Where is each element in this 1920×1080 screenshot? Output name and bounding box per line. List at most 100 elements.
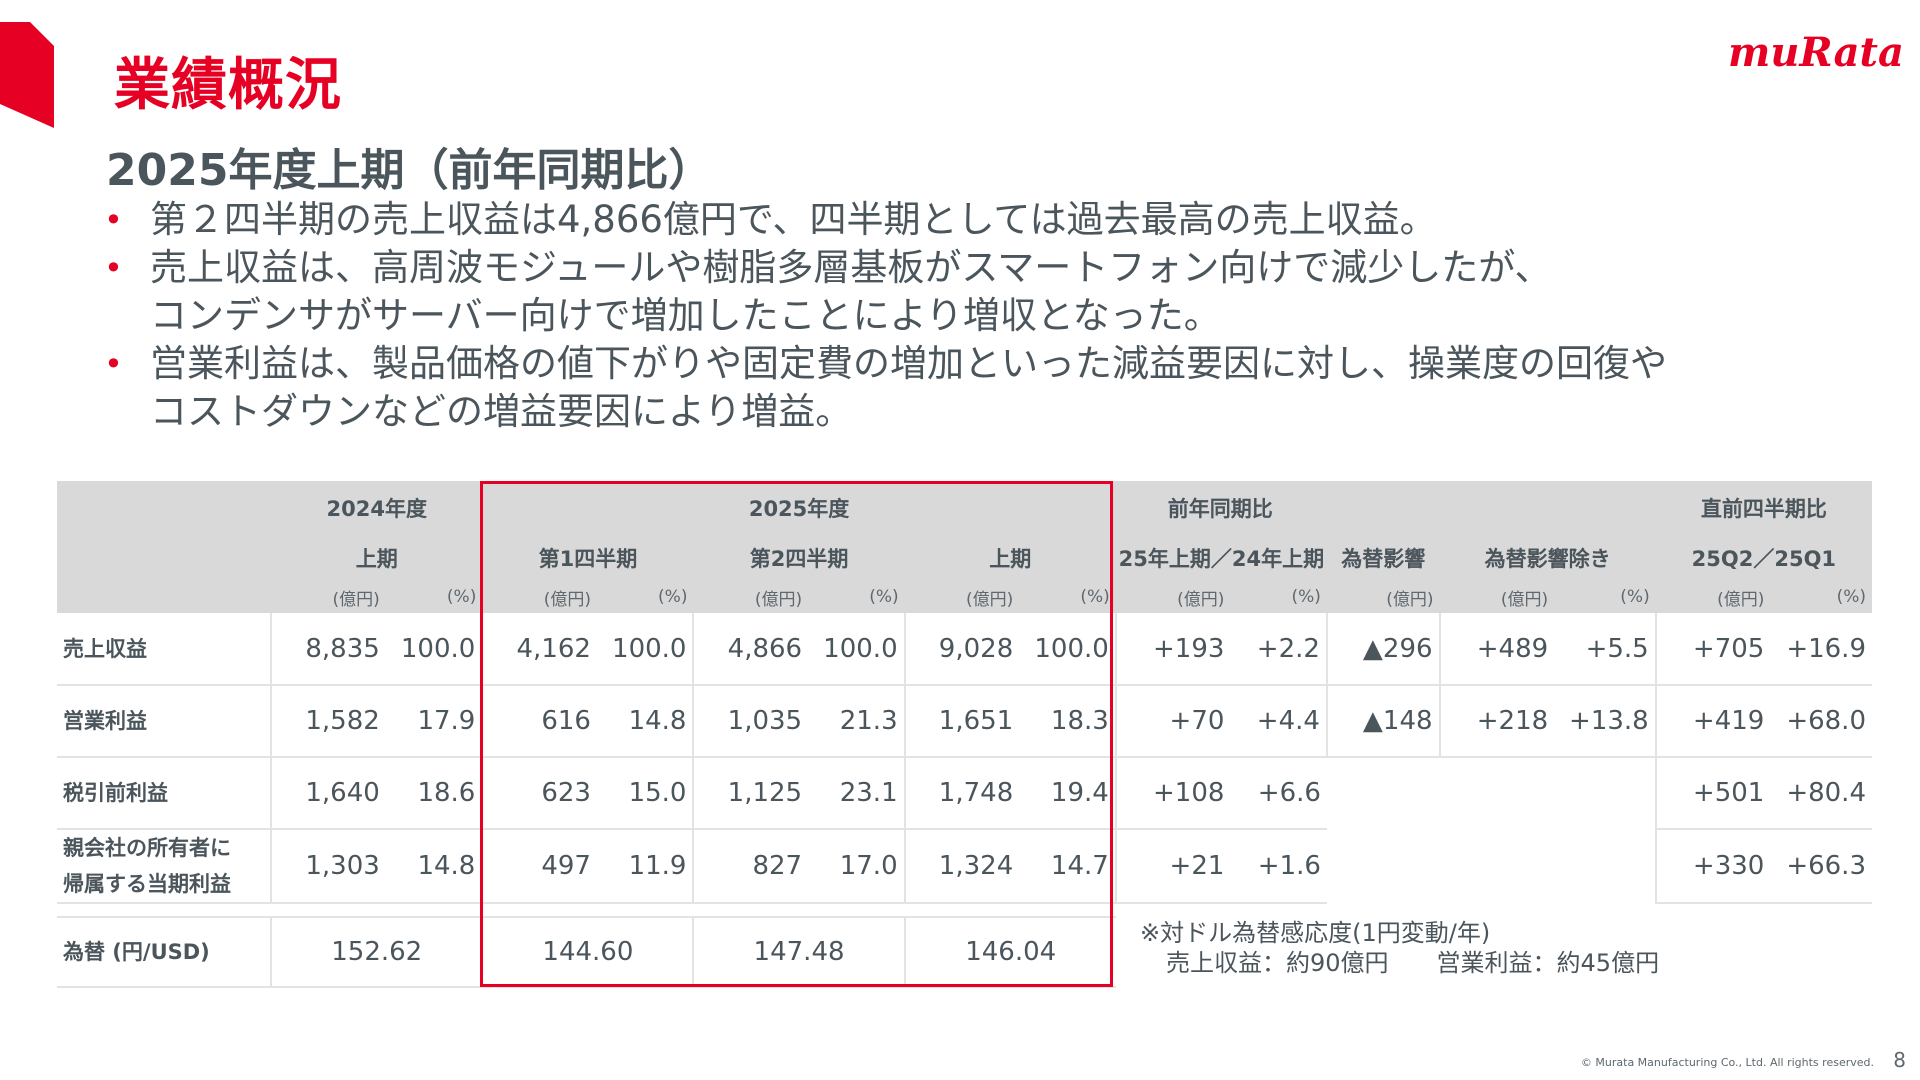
header-yoy-sub: 25年上期／24年上期 <box>1115 535 1327 581</box>
svg-text:muRata: muRata <box>1728 29 1904 74</box>
table-cell: 8,835 <box>270 613 386 686</box>
table-header-row: 2024年度 2025年度 前年同期比 直前四半期比 <box>57 481 1872 581</box>
table-cell: 616 <box>481 685 597 758</box>
fx-sensitivity-note: ※対ドル為替感応度(1円変動/年) 売上収益：約90億円 営業利益：約45億円 <box>1140 918 1659 978</box>
header-q1: 第1四半期 <box>482 535 694 581</box>
table-cell: +13.8 <box>1554 685 1656 758</box>
table-cell: +80.4 <box>1770 757 1872 830</box>
bullet-text: 売上収益は、高周波モジュールや樹脂多層基板がスマートフォン向けで減少したが、 <box>150 246 1552 289</box>
table-cell: 14.8 <box>596 685 694 758</box>
table-cell: +21 <box>1114 829 1231 904</box>
fx-value-2024-h1: 152.62 <box>270 917 483 988</box>
header-yoy: 前年同期比 <box>1115 481 1327 535</box>
header-corner-cell <box>57 481 272 581</box>
table-cell: +1.6 <box>1230 829 1327 904</box>
table-row: 税引前利益 1,640 18.6 623 15.0 1,125 23.1 1,7… <box>57 757 1872 830</box>
unit-pct: (%) <box>385 581 483 613</box>
bullet-dot-icon: • <box>104 249 123 287</box>
row-label-line: 親会社の所有者に <box>63 836 231 860</box>
bullet-text: 営業利益は、製品価格の値下がりや固定費の増加といった減益要因に対し、操業度の回復… <box>150 342 1667 385</box>
page-title: 業績概況 <box>114 53 342 118</box>
table-cell: +705 <box>1654 613 1771 686</box>
murata-logo: muRata <box>1728 29 1904 74</box>
empty-cell <box>1327 829 1656 903</box>
row-label: 親会社の所有者に 帰属する当期利益 <box>57 829 272 904</box>
header-yoy-blank <box>1326 481 1656 535</box>
table-cell: 4,162 <box>481 613 597 686</box>
table-cell: ▲148 <box>1325 685 1440 758</box>
bullet-text: コンデンサがサーバー向けで増加したことにより増収となった。 <box>150 294 1221 337</box>
bullet-dot-icon: • <box>104 201 123 239</box>
table-cell: 1,582 <box>270 685 386 758</box>
table-cell: 1,303 <box>270 829 386 904</box>
unit-amount: (億円) <box>1115 581 1231 613</box>
table-cell: +501 <box>1654 757 1771 830</box>
unit-amount: (億円) <box>1439 581 1555 613</box>
fx-row-label: 為替 (円/USD) <box>57 917 272 988</box>
header-ex-fx: 為替影響除き <box>1439 535 1656 581</box>
table-row: 営業利益 1,582 17.9 616 14.8 1,035 21.3 1,65… <box>57 685 1872 758</box>
unit-pct: (%) <box>808 581 905 613</box>
table-cell: 1,640 <box>270 757 386 830</box>
bullet-item: • 営業利益は、製品価格の値下がりや固定費の増加といった減益要因に対し、操業度の… <box>100 340 1860 436</box>
unit-amount: (億円) <box>693 581 809 613</box>
unit-pct: (%) <box>1230 581 1327 613</box>
table-cell: 1,748 <box>903 757 1020 830</box>
table-cell: +218 <box>1438 685 1555 758</box>
row-label: 営業利益 <box>57 685 272 758</box>
bullet-item: • 売上収益は、高周波モジュールや樹脂多層基板がスマートフォン向けで減少したが、… <box>100 244 1860 340</box>
table-header-row: 上期 第1四半期 第2四半期 上期 25年上期／24年上期 為替影響 為替影響除… <box>57 535 1872 581</box>
table-cell: +193 <box>1114 613 1231 686</box>
table-cell: 4,866 <box>692 613 809 686</box>
unit-amount: (億円) <box>904 581 1020 613</box>
table-cell: +419 <box>1654 685 1771 758</box>
header-qoq-sub: 25Q2／25Q1 <box>1655 535 1872 581</box>
header-fy2024: 2024年度 <box>271 481 483 535</box>
table-cell: ▲296 <box>1325 613 1440 686</box>
table-cell: +70 <box>1114 685 1231 758</box>
table-cell: 827 <box>692 829 809 904</box>
header-h1-2024: 上期 <box>271 535 483 581</box>
bullet-item: • 第２四半期の売上収益は4,866億円で、四半期としては過去最高の売上収益。 <box>100 196 1860 244</box>
unit-pct: (%) <box>596 581 694 613</box>
table-cell: +489 <box>1438 613 1555 686</box>
fx-value-q2: 147.48 <box>692 917 905 988</box>
table-cell: 1,324 <box>903 829 1020 904</box>
unit-pct: (%) <box>1019 581 1116 613</box>
note-line: 売上収益：約90億円 営業利益：約45億円 <box>1166 949 1660 977</box>
table-cell: 19.4 <box>1019 757 1116 830</box>
table-cell: 497 <box>481 829 597 904</box>
table-cell: 1,651 <box>903 685 1020 758</box>
fx-value-h1: 146.04 <box>903 917 1116 988</box>
row-label: 税引前利益 <box>57 757 272 830</box>
table-cell: 14.8 <box>385 829 483 904</box>
table-cell: +2.2 <box>1230 613 1327 686</box>
table-cell: 15.0 <box>596 757 694 830</box>
table-cell: +108 <box>1114 757 1231 830</box>
unit-pct: (%) <box>1554 581 1656 613</box>
results-table: 2024年度 2025年度 前年同期比 直前四半期比 上期 第1四半期 第2四半… <box>57 481 1872 988</box>
bullet-dot-icon: • <box>104 345 123 383</box>
table-cell: 18.3 <box>1019 685 1116 758</box>
unit-amount: (億円) <box>482 581 597 613</box>
row-label-line: 帰属する当期利益 <box>63 872 231 896</box>
spacer-cell <box>57 903 1116 918</box>
fx-value-q1: 144.60 <box>481 917 694 988</box>
unit-amount: (億円) <box>271 581 386 613</box>
unit-amount: (億円) <box>1655 581 1771 613</box>
empty-cell <box>1327 757 1656 829</box>
copyright: © Murata Manufacturing Co., Ltd. All rig… <box>1580 1056 1874 1069</box>
table-cell: 23.1 <box>808 757 905 830</box>
summary-bullets: • 第２四半期の売上収益は4,866億円で、四半期としては過去最高の売上収益。 … <box>100 196 1860 436</box>
table-cell: 9,028 <box>903 613 1020 686</box>
fx-row: 為替 (円/USD) 152.62 144.60 147.48 146.04 <box>57 917 1872 988</box>
table-cell: 100.0 <box>1019 613 1116 686</box>
table-cell: 100.0 <box>596 613 694 686</box>
header-fx-impact: 為替影響 <box>1326 535 1440 581</box>
table-cell: +16.9 <box>1770 613 1872 686</box>
table-cell: 17.9 <box>385 685 483 758</box>
empty-cell <box>1116 903 1872 917</box>
table-row: 親会社の所有者に 帰属する当期利益 1,303 14.8 497 11.9 827… <box>57 829 1872 904</box>
header-q2: 第2四半期 <box>693 535 905 581</box>
table-cell: +6.6 <box>1230 757 1327 830</box>
